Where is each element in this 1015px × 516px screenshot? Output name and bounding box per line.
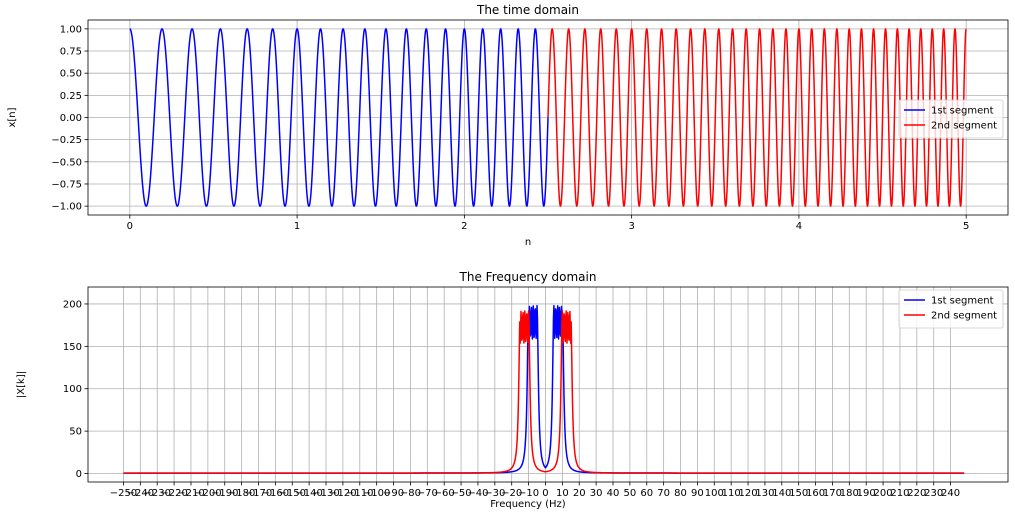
series-line-1 xyxy=(123,304,965,474)
y-tick-label: 50 xyxy=(69,427,82,438)
y-tick-label: 0 xyxy=(76,469,82,480)
x-tick-label: 70 xyxy=(657,488,670,499)
x-tick-label: 180 xyxy=(840,488,859,499)
x-tick-label: 40 xyxy=(607,488,620,499)
x-tick-label: −130 xyxy=(312,488,339,499)
time-domain-legend-label-2nd: 2nd segment xyxy=(931,121,997,132)
x-tick-label: 10 xyxy=(556,488,569,499)
time-domain-series xyxy=(129,28,967,207)
frequency-domain-ticks: −250−240−230−220−210−200−190−180−170−160… xyxy=(63,299,960,499)
x-tick-label: 5 xyxy=(963,221,969,232)
x-tick-label: 170 xyxy=(823,488,842,499)
y-tick-label: 0.00 xyxy=(60,113,82,124)
y-tick-label: −0.75 xyxy=(51,179,82,190)
y-tick-label: 200 xyxy=(63,299,82,310)
x-tick-label: 150 xyxy=(789,488,808,499)
x-tick-label: −250 xyxy=(110,488,137,499)
x-tick-label: −140 xyxy=(295,488,322,499)
x-tick-label: 90 xyxy=(691,488,704,499)
x-tick-label: −80 xyxy=(400,488,421,499)
y-tick-label: −1.00 xyxy=(51,202,82,213)
x-tick-label: 120 xyxy=(738,488,757,499)
x-tick-label: 190 xyxy=(857,488,876,499)
x-tick-label: −110 xyxy=(346,488,373,499)
x-tick-label: −60 xyxy=(434,488,455,499)
x-tick-label: 2 xyxy=(461,221,467,232)
frequency-domain-title: The Frequency domain xyxy=(459,270,597,284)
frequency-domain-series xyxy=(123,304,965,474)
x-tick-label: 60 xyxy=(640,488,653,499)
x-tick-label: 220 xyxy=(907,488,926,499)
time-domain-legend: 1st segment 2nd segment xyxy=(898,99,1004,139)
y-tick-label: 1.00 xyxy=(60,24,82,35)
y-tick-label: 100 xyxy=(63,384,82,395)
time-domain-ticks: 0 1 2 3 4 5 1.00 0.75 0.50 0.25 0.00 −0.25 −0.50 −0.7… xyxy=(51,24,969,232)
series-line-1 xyxy=(129,28,549,207)
x-tick-label: −30 xyxy=(484,488,505,499)
y-tick-label: −0.25 xyxy=(51,135,82,146)
x-tick-label: −100 xyxy=(363,488,390,499)
y-tick-label: 150 xyxy=(63,342,82,353)
time-domain-xlabel: n xyxy=(525,237,531,248)
x-tick-label: −90 xyxy=(383,488,404,499)
x-tick-label: 100 xyxy=(705,488,724,499)
x-tick-label: −220 xyxy=(160,488,187,499)
x-tick-label: 0 xyxy=(127,221,133,232)
x-tick-label: −50 xyxy=(451,488,472,499)
x-tick-label: 80 xyxy=(674,488,687,499)
x-tick-label: 0 xyxy=(542,488,548,499)
y-tick-label: −0.50 xyxy=(51,157,82,168)
x-tick-label: −240 xyxy=(127,488,154,499)
time-domain-ylabel: x[n] xyxy=(7,107,18,127)
frequency-domain-ylabel: |X[k]| xyxy=(16,371,27,398)
x-tick-label: −40 xyxy=(467,488,488,499)
frequency-domain-legend-label-1st: 1st segment xyxy=(931,296,994,307)
frequency-domain-axes: −250−240−230−220−210−200−190−180−170−160… xyxy=(16,270,1009,510)
x-tick-label: −200 xyxy=(194,488,221,499)
x-tick-label: 4 xyxy=(796,221,802,232)
x-tick-label: −190 xyxy=(211,488,238,499)
frequency-domain-grid xyxy=(88,287,1008,482)
x-tick-label: 1 xyxy=(294,221,300,232)
y-tick-label: 0.50 xyxy=(60,69,82,80)
series-line-2 xyxy=(123,309,965,474)
x-tick-label: −160 xyxy=(262,488,289,499)
frequency-domain-legend: 1st segment 2nd segment xyxy=(898,289,1004,329)
time-domain-title: The time domain xyxy=(476,3,579,17)
time-domain-legend-label-1st: 1st segment xyxy=(931,106,994,117)
x-tick-label: 20 xyxy=(573,488,586,499)
y-tick-label: 0.25 xyxy=(60,91,82,102)
x-tick-label: 200 xyxy=(874,488,893,499)
x-tick-label: 240 xyxy=(941,488,960,499)
x-tick-label: 130 xyxy=(755,488,774,499)
x-tick-label: 3 xyxy=(628,221,634,232)
series-line-2 xyxy=(547,28,967,207)
frequency-domain-xlabel: Frequency (Hz) xyxy=(490,499,566,510)
time-domain-axes: 0 1 2 3 4 5 1.00 0.75 0.50 0.25 0.00 −0.25 −0.50 −0.7… xyxy=(7,3,1009,248)
x-tick-label: −120 xyxy=(329,488,356,499)
y-tick-label: 0.75 xyxy=(60,47,82,58)
x-tick-label: −170 xyxy=(245,488,272,499)
frequency-domain-legend-label-2nd: 2nd segment xyxy=(931,311,997,322)
x-tick-label: −70 xyxy=(417,488,438,499)
x-tick-label: −210 xyxy=(177,488,204,499)
x-tick-label: 230 xyxy=(924,488,943,499)
x-tick-label: −20 xyxy=(501,488,522,499)
x-tick-label: −180 xyxy=(228,488,255,499)
x-tick-label: 160 xyxy=(806,488,825,499)
x-tick-label: −10 xyxy=(518,488,539,499)
x-tick-label: −230 xyxy=(143,488,170,499)
frequency-domain-frame xyxy=(87,286,1009,483)
x-tick-label: 210 xyxy=(890,488,909,499)
x-tick-label: 30 xyxy=(590,488,603,499)
x-tick-label: 110 xyxy=(722,488,741,499)
x-tick-label: 140 xyxy=(772,488,791,499)
x-tick-label: −150 xyxy=(279,488,306,499)
x-tick-label: 50 xyxy=(624,488,637,499)
